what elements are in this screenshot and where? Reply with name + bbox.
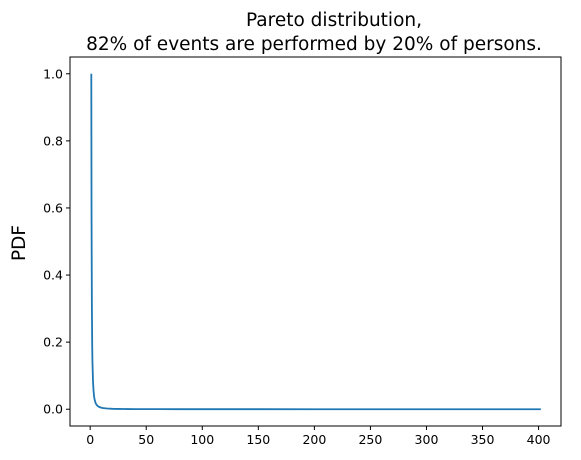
x-tick-label: 300	[415, 432, 439, 447]
series-line-0	[90, 73, 541, 411]
x-tick-label: 350	[471, 432, 495, 447]
chart-title-line-1: Pareto distribution,	[246, 10, 422, 31]
x-tick-label: 400	[527, 432, 551, 447]
y-tick-label: 0.6	[43, 200, 63, 215]
x-tick-label: 250	[358, 432, 382, 447]
x-tick-label: 50	[138, 432, 154, 447]
x-tick-label: 0	[86, 432, 94, 447]
y-tick-label: 0.4	[43, 268, 63, 283]
x-tick-label: 200	[302, 432, 326, 447]
axes-frame	[69, 56, 562, 427]
x-tick-label: 150	[246, 432, 270, 447]
y-tick-label: 1.0	[43, 66, 63, 81]
y-tick-label: 0.8	[43, 133, 63, 148]
y-axis-label: PDF	[9, 225, 30, 261]
y-tick-label: 0.0	[43, 402, 63, 417]
plot-area: 0 50 100 150 200 250 300 350 400 0.0 0.2 0.4 0.6 0.8 1…	[43, 56, 562, 447]
chart-title-line-2: 82% of events are performed by 20% of pe…	[86, 34, 542, 55]
x-tick-label: 100	[190, 432, 214, 447]
y-tick-label: 0.2	[43, 335, 63, 350]
